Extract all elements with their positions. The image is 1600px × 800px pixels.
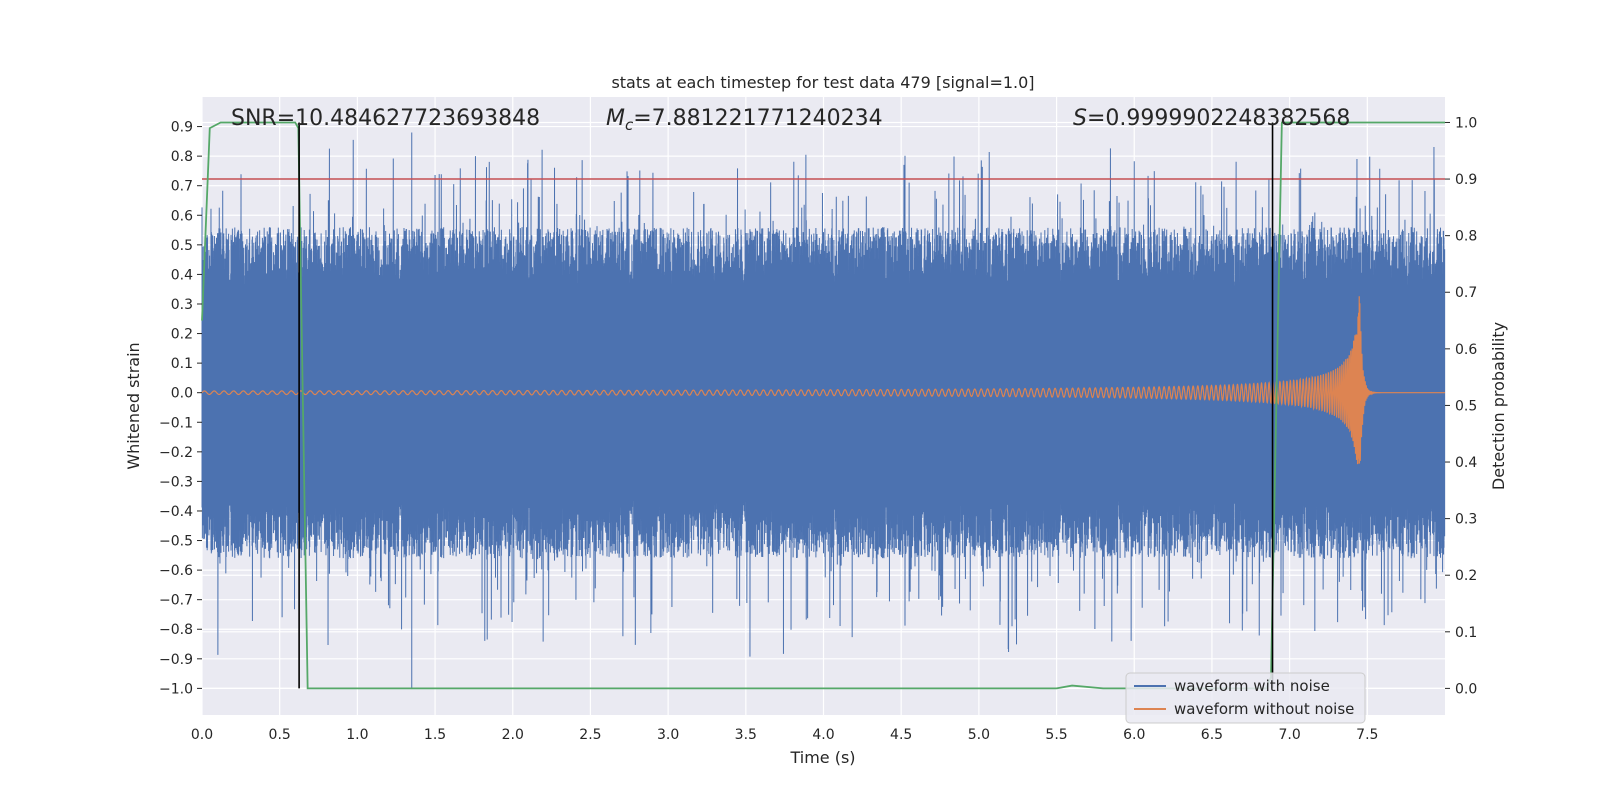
x-tick-label: 1.0 xyxy=(346,727,368,743)
y2-tick-label: 0.1 xyxy=(1455,625,1477,641)
chirp-mass-value: =7.881221771240234 xyxy=(633,106,882,131)
x-tick-label: 6.5 xyxy=(1201,727,1223,743)
x-tick-label: 2.0 xyxy=(502,727,524,743)
y-tick-label: 0.8 xyxy=(171,149,193,165)
y-tick-label: −0.8 xyxy=(159,622,193,638)
x-tick-label: 5.0 xyxy=(968,727,990,743)
y-tick-label: 0.3 xyxy=(171,297,193,313)
y-tick-label: −0.5 xyxy=(159,534,193,550)
y-tick-label: 0.2 xyxy=(171,327,193,343)
x-tick-label: 7.5 xyxy=(1356,727,1378,743)
y2-tick-label: 0.5 xyxy=(1455,398,1477,414)
x-tick-label: 5.5 xyxy=(1045,727,1067,743)
y-tick-label: 0.5 xyxy=(171,238,193,254)
y-tick-label: 0.1 xyxy=(171,356,193,372)
score-value: =0.9999902248382568 xyxy=(1087,106,1350,131)
y-tick-label: −0.9 xyxy=(159,652,193,668)
legend-box xyxy=(1125,672,1366,724)
y-tick-label: 0.4 xyxy=(171,267,193,283)
x-tick-label: 4.0 xyxy=(812,727,834,743)
y-tick-label: 0.7 xyxy=(171,179,193,195)
series-waveform-with-noise xyxy=(201,132,1446,689)
score-annotation: S=0.9999902248382568 xyxy=(1073,106,1350,131)
y-tick-label: 0.0 xyxy=(171,386,193,402)
x-tick-label: 3.0 xyxy=(657,727,679,743)
chirp-mass-symbol: M xyxy=(606,106,625,131)
x-tick-label: 2.5 xyxy=(579,727,601,743)
y2-tick-label: 0.3 xyxy=(1455,512,1477,528)
y-tick-label: −0.1 xyxy=(159,415,193,431)
chart-title: stats at each timestep for test data 479… xyxy=(611,73,1034,92)
y-tick-label: −1.0 xyxy=(159,681,193,697)
x-tick-label: 1.5 xyxy=(424,727,446,743)
x-axis-label: Time (s) xyxy=(789,748,855,767)
y2-tick-label: 0.6 xyxy=(1455,342,1477,358)
x-tick-label: 0.0 xyxy=(191,727,213,743)
y2-axis-label: Detection probability xyxy=(1489,322,1508,490)
y2-tick-label: 1.0 xyxy=(1455,115,1477,131)
x-tick-label: 4.5 xyxy=(890,727,912,743)
y-axis-label: Whitened strain xyxy=(124,342,143,469)
axes: 0.0 0.5 1.0 1.5 2.0 2.5 3.0 3.5 4.0 4.5 5.0 5.5 6.0 6… xyxy=(159,115,1477,743)
x-tick-label: 3.5 xyxy=(735,727,757,743)
snr-annotation: SNR=10.484627723693848 xyxy=(231,106,540,131)
chirp-mass-annotation: Mc=7.881221771240234 xyxy=(606,106,883,134)
y-tick-label: −0.7 xyxy=(159,593,193,609)
chirp-mass-subscript: c xyxy=(625,116,634,134)
y-tick-label: −0.4 xyxy=(159,504,193,520)
y2-tick-label: 0.2 xyxy=(1455,568,1477,584)
y2-tick-label: 0.7 xyxy=(1455,285,1477,301)
legend-label-noise: waveform with noise xyxy=(1174,677,1330,695)
y-tick-label: −0.2 xyxy=(159,445,193,461)
y-tick-label: 0.9 xyxy=(171,120,193,136)
y-tick-label: −0.3 xyxy=(159,474,193,490)
legend: waveform with noise waveform without noi… xyxy=(1125,672,1366,724)
x-tick-label: 0.5 xyxy=(269,727,291,743)
x-tick-label: 7.0 xyxy=(1278,727,1300,743)
score-symbol: S xyxy=(1073,106,1087,131)
y-tick-label: 0.6 xyxy=(171,208,193,224)
series-waveform-without-noise xyxy=(201,296,1445,465)
y2-tick-label: 0.0 xyxy=(1455,681,1477,697)
y2-tick-label: 0.8 xyxy=(1455,229,1477,245)
y-tick-label: −0.6 xyxy=(159,563,193,579)
y2-tick-label: 0.9 xyxy=(1455,172,1477,188)
y2-tick-label: 0.4 xyxy=(1455,455,1477,471)
x-tick-label: 6.0 xyxy=(1123,727,1145,743)
legend-label-clean: waveform without noise xyxy=(1174,700,1354,718)
